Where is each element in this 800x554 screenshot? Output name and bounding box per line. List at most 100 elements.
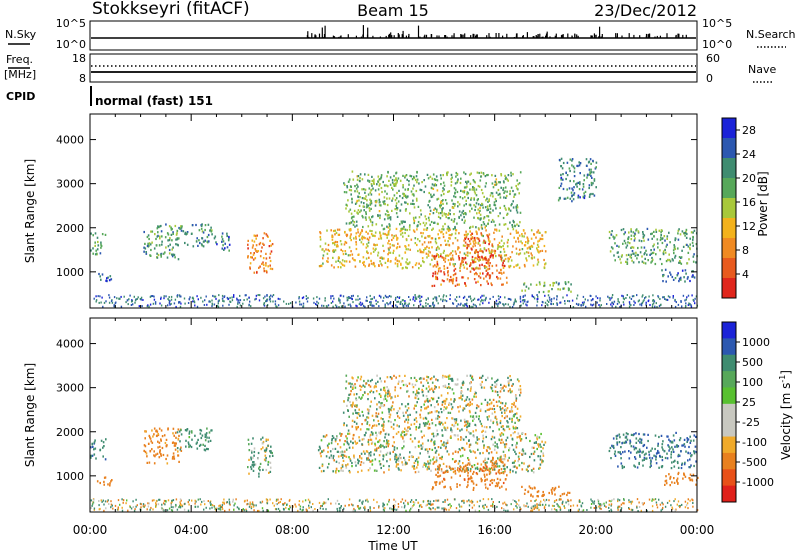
data-cell [432, 389, 434, 392]
data-cell [477, 267, 479, 270]
power-y-label: Slant Range [km] [23, 159, 37, 263]
data-cell [622, 242, 624, 245]
data-cell [482, 241, 485, 244]
data-cell [457, 438, 459, 441]
data-cell [458, 448, 461, 451]
data-cell [223, 300, 225, 303]
data-cell [382, 454, 384, 457]
data-cell [208, 240, 210, 243]
data-cell [496, 462, 498, 465]
data-cell [460, 395, 462, 398]
data-cell [285, 302, 288, 305]
data-cell [547, 294, 550, 297]
data-cell [628, 301, 631, 304]
data-cell [485, 378, 487, 382]
data-cell [659, 249, 661, 252]
data-cell [370, 233, 373, 236]
data-cell [625, 297, 627, 299]
data-cell [92, 252, 94, 255]
data-cell [414, 237, 417, 240]
data-cell [544, 250, 547, 253]
data-cell [615, 234, 618, 237]
data-cell [226, 246, 229, 249]
data-cell [645, 303, 647, 306]
data-cell [397, 200, 400, 203]
data-cell [346, 442, 349, 445]
data-cell [423, 463, 425, 466]
data-cell [492, 295, 494, 298]
data-cell [586, 173, 589, 176]
data-cell [479, 179, 482, 182]
data-cell [372, 182, 375, 185]
data-cell [172, 455, 174, 459]
data-cell [176, 229, 179, 232]
data-cell [151, 429, 153, 432]
data-cell [572, 189, 574, 192]
data-cell [90, 232, 92, 235]
data-cell [495, 191, 498, 194]
data-cell [396, 208, 398, 211]
data-cell [475, 230, 477, 233]
data-cell [425, 417, 428, 420]
data-cell [478, 438, 480, 441]
data-cell [458, 470, 460, 473]
data-cell [153, 427, 156, 430]
velocity-scatter-data [90, 374, 699, 512]
data-cell [430, 404, 432, 407]
data-cell [360, 461, 363, 464]
data-cell [262, 446, 264, 449]
data-cell [683, 231, 686, 235]
data-cell [414, 242, 417, 245]
data-cell [172, 441, 175, 444]
data-cell [210, 230, 213, 233]
data-cell [577, 196, 579, 199]
data-cell [489, 262, 491, 265]
data-cell [387, 420, 390, 423]
data-cell [452, 452, 454, 455]
data-cell [375, 302, 378, 305]
data-cell [442, 235, 445, 239]
data-cell [588, 168, 591, 171]
data-cell [504, 455, 507, 458]
data-cell [388, 412, 390, 415]
data-cell [216, 243, 218, 246]
data-cell [185, 233, 187, 236]
data-cell [420, 430, 423, 433]
data-cell [369, 218, 372, 221]
data-cell [366, 450, 369, 453]
data-cell [144, 430, 147, 433]
data-cell [236, 297, 238, 300]
data-cell [481, 430, 483, 433]
data-cell [165, 438, 168, 441]
data-cell [463, 221, 466, 224]
data-cell [571, 187, 573, 190]
data-cell [458, 283, 460, 286]
data-cell [463, 186, 466, 189]
data-cell [459, 429, 461, 432]
data-cell [528, 464, 531, 467]
data-cell [510, 298, 512, 301]
data-cell [395, 296, 397, 299]
data-cell [341, 453, 343, 456]
data-cell [486, 174, 488, 177]
data-cell [455, 276, 458, 280]
data-cell [529, 247, 532, 250]
data-cell [455, 171, 458, 175]
data-cell [324, 299, 326, 302]
data-cell [348, 469, 351, 473]
data-cell [413, 184, 415, 187]
data-cell [410, 190, 413, 193]
data-cell [101, 273, 104, 276]
data-cell [654, 305, 656, 308]
data-cell [456, 296, 458, 299]
data-cell [426, 173, 429, 176]
data-cell [355, 247, 358, 251]
data-cell [327, 304, 330, 307]
data-cell [443, 294, 445, 297]
data-cell [452, 202, 455, 205]
data-cell [238, 301, 241, 304]
data-cell [425, 424, 427, 427]
data-cell [439, 423, 441, 426]
data-cell [401, 447, 404, 450]
